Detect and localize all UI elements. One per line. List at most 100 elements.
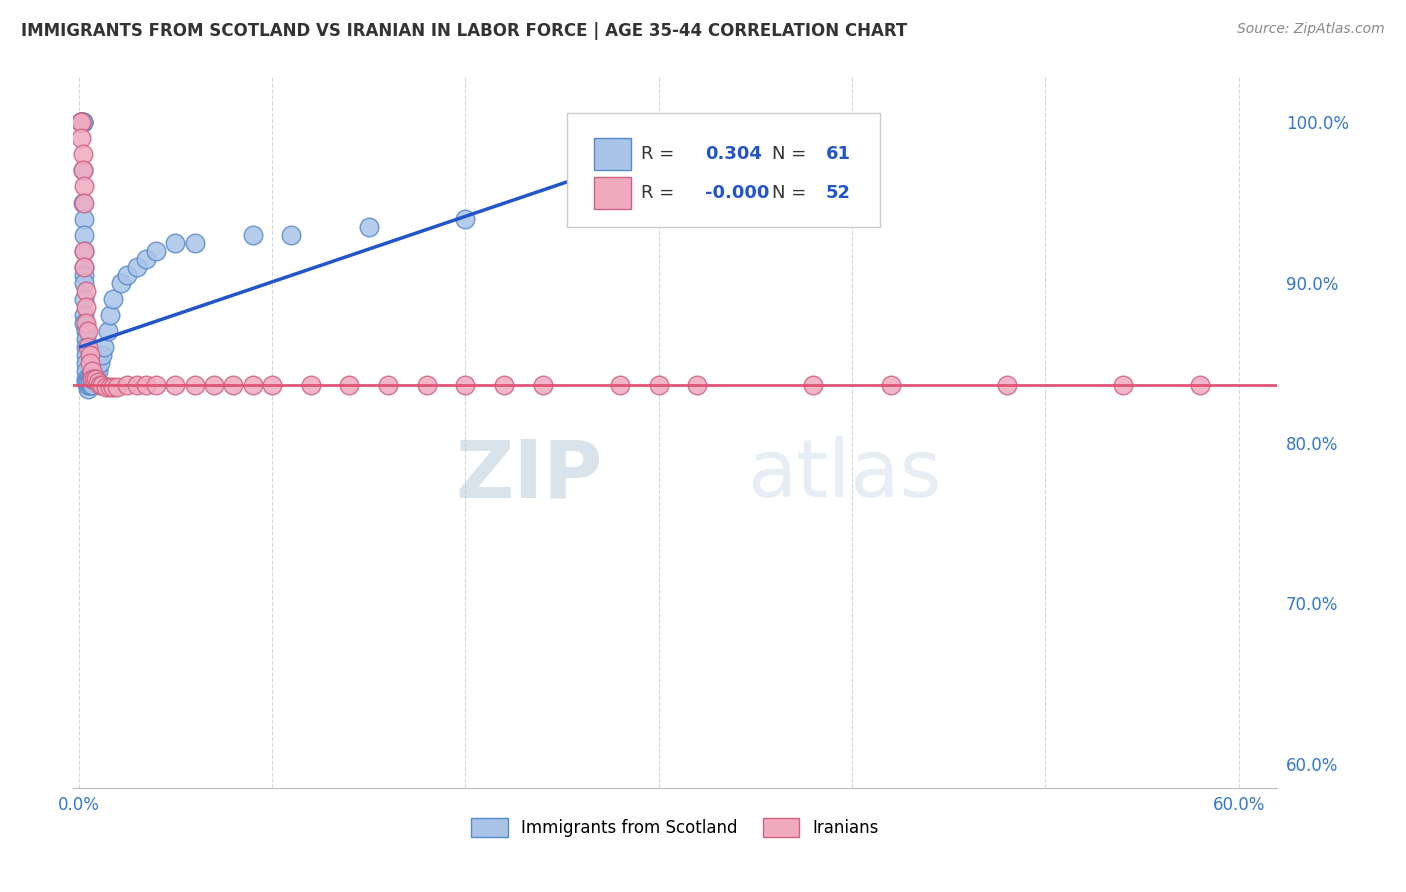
Point — [73, 211, 96, 226]
Point — [73, 244, 96, 258]
Text: N =: N = — [772, 145, 811, 163]
Point — [415, 378, 437, 392]
Point — [79, 356, 101, 370]
Point — [73, 227, 96, 242]
Text: 52: 52 — [825, 185, 851, 202]
Point — [72, 163, 94, 178]
FancyBboxPatch shape — [595, 177, 631, 209]
Point — [77, 340, 100, 354]
Point — [589, 203, 612, 218]
Point — [73, 316, 96, 330]
Point — [84, 372, 107, 386]
Point — [75, 340, 97, 354]
Point — [98, 308, 121, 322]
Point — [73, 195, 96, 210]
Point — [648, 378, 671, 392]
Point — [94, 380, 117, 394]
Point — [77, 378, 100, 392]
Point — [75, 375, 97, 389]
Point — [103, 380, 125, 394]
Point — [145, 244, 167, 258]
Point — [75, 324, 97, 338]
Point — [454, 378, 477, 392]
Point — [686, 378, 709, 392]
Point — [72, 163, 94, 178]
Point — [110, 276, 132, 290]
Point — [454, 211, 477, 226]
Point — [105, 380, 128, 394]
Point — [97, 324, 120, 338]
Point — [69, 115, 91, 129]
Point — [165, 378, 187, 392]
Point — [609, 378, 631, 392]
Point — [125, 260, 148, 274]
Point — [72, 195, 94, 210]
Point — [87, 375, 110, 389]
Point — [75, 316, 97, 330]
Text: -0.000: -0.000 — [706, 185, 769, 202]
Point — [77, 382, 100, 396]
Point — [77, 324, 100, 338]
Point — [357, 219, 380, 234]
Point — [84, 364, 107, 378]
Point — [72, 115, 94, 129]
Point — [73, 260, 96, 274]
Point — [880, 378, 903, 392]
Point — [135, 378, 157, 392]
Point — [87, 356, 110, 370]
Point — [69, 115, 91, 129]
Point — [1189, 378, 1212, 392]
Point — [79, 375, 101, 389]
Point — [82, 372, 104, 386]
Text: R =: R = — [641, 185, 681, 202]
Point — [145, 378, 167, 392]
Point — [73, 292, 96, 306]
Text: Source: ZipAtlas.com: Source: ZipAtlas.com — [1237, 22, 1385, 37]
Point — [90, 348, 112, 362]
Point — [115, 378, 138, 392]
FancyBboxPatch shape — [595, 138, 631, 169]
Text: IMMIGRANTS FROM SCOTLAND VS IRANIAN IN LABOR FORCE | AGE 35-44 CORRELATION CHART: IMMIGRANTS FROM SCOTLAND VS IRANIAN IN L… — [21, 22, 907, 40]
Point — [69, 115, 91, 129]
FancyBboxPatch shape — [567, 113, 880, 227]
Point — [82, 364, 104, 378]
Text: 61: 61 — [825, 145, 851, 163]
Point — [260, 378, 283, 392]
Point — [73, 276, 96, 290]
Point — [73, 268, 96, 282]
Point — [77, 372, 100, 386]
Point — [165, 235, 187, 250]
Point — [242, 378, 264, 392]
Point — [69, 115, 91, 129]
Point — [69, 115, 91, 129]
Point — [75, 372, 97, 386]
Point — [183, 235, 205, 250]
Legend: Immigrants from Scotland, Iranians: Immigrants from Scotland, Iranians — [464, 811, 886, 844]
Point — [103, 292, 125, 306]
Point — [299, 378, 322, 392]
Point — [183, 378, 205, 392]
Point — [75, 356, 97, 370]
Point — [73, 179, 96, 194]
Point — [77, 378, 100, 392]
Point — [69, 115, 91, 129]
Text: N =: N = — [772, 185, 811, 202]
Point — [98, 380, 121, 394]
Point — [83, 372, 105, 386]
Point — [73, 260, 96, 274]
Point — [75, 364, 97, 378]
Point — [69, 115, 91, 129]
Point — [87, 364, 110, 378]
Point — [83, 372, 105, 386]
Point — [73, 308, 96, 322]
Point — [93, 340, 115, 354]
Point — [222, 378, 245, 392]
Point — [377, 378, 399, 392]
Point — [280, 227, 302, 242]
Point — [1112, 378, 1135, 392]
Point — [73, 244, 96, 258]
Point — [82, 378, 104, 392]
Point — [75, 300, 97, 314]
Point — [803, 378, 825, 392]
Point — [75, 348, 97, 362]
